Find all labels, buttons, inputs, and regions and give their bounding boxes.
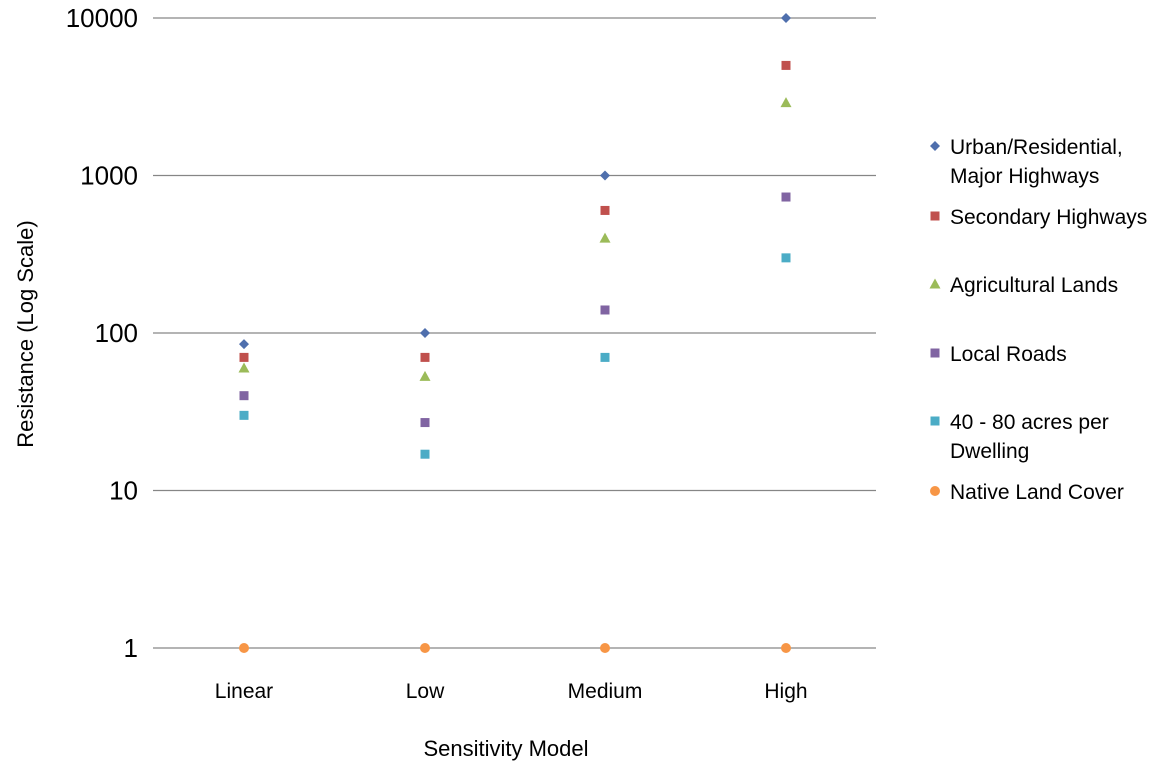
y-tick-label: 10000 <box>66 3 138 33</box>
data-point <box>599 232 611 243</box>
data-points <box>238 13 792 653</box>
x-tick-label: Linear <box>215 680 273 703</box>
data-point <box>419 370 431 381</box>
legend-marker <box>930 348 940 358</box>
x-tick-label: High <box>764 680 807 703</box>
y-tick-label: 1000 <box>80 161 138 191</box>
legend-label: Native Land Cover <box>950 481 1124 504</box>
data-point <box>781 643 791 653</box>
y-tick-label: 1 <box>124 633 138 663</box>
legend-label: Dwelling <box>950 440 1029 463</box>
data-point <box>420 643 430 653</box>
legend-marker <box>929 278 941 289</box>
x-tick-labels: Linear Low Medium High <box>215 680 808 703</box>
data-point <box>600 170 610 181</box>
data-point <box>420 449 430 459</box>
data-point <box>780 97 792 108</box>
legend-label: Major Highways <box>950 165 1099 188</box>
legend: Urban/Residential, Major Highways Secondar… <box>929 136 1147 504</box>
x-tick-label: Medium <box>568 680 643 703</box>
data-point <box>781 13 791 23</box>
legend-label: Urban/Residential, <box>950 136 1123 159</box>
data-point <box>600 643 610 653</box>
legend-label: Local Roads <box>950 343 1067 366</box>
gridlines <box>153 17 876 649</box>
legend-label: Secondary Highways <box>950 206 1147 229</box>
data-point <box>239 339 249 350</box>
data-point <box>420 418 430 428</box>
data-point <box>781 253 791 263</box>
data-point <box>239 391 249 401</box>
x-axis-title: Sensitivity Model <box>423 736 588 761</box>
data-point <box>600 352 610 362</box>
data-point <box>781 60 791 70</box>
data-point <box>600 305 610 315</box>
x-tick-label: Low <box>406 680 445 703</box>
y-tick-label: 100 <box>95 318 138 348</box>
legend-marker <box>930 141 940 151</box>
data-point <box>239 352 249 362</box>
y-tick-label: 10 <box>109 476 138 506</box>
data-point <box>600 205 610 215</box>
data-point <box>238 362 250 373</box>
data-point <box>781 192 791 202</box>
legend-marker <box>930 211 940 221</box>
legend-marker <box>930 486 940 496</box>
y-tick-labels: 1 10 100 1000 10000 <box>66 3 138 663</box>
legend-label: 40 - 80 acres per <box>950 411 1109 434</box>
data-point <box>239 410 249 420</box>
legend-label: Agricultural Lands <box>950 274 1118 297</box>
data-point <box>420 352 430 362</box>
y-axis-title: Resistance (Log Scale) <box>13 220 38 447</box>
data-point <box>239 643 249 653</box>
data-point <box>420 328 430 338</box>
legend-marker <box>930 416 940 426</box>
